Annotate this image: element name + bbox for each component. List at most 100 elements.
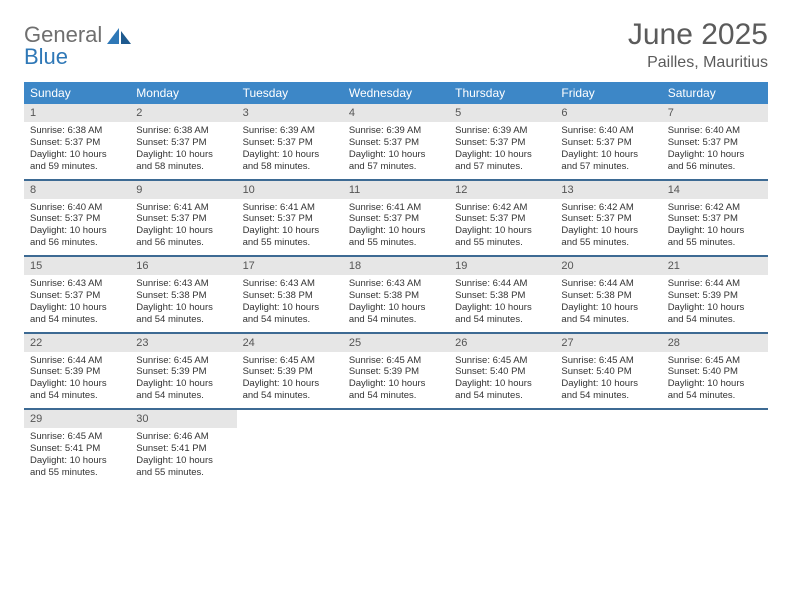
week-row: 29Sunrise: 6:45 AMSunset: 5:41 PMDayligh… bbox=[24, 409, 768, 485]
logo-sail-icon bbox=[105, 26, 133, 55]
day-d1: Daylight: 10 hours bbox=[668, 149, 762, 161]
day-cell: 16Sunrise: 6:43 AMSunset: 5:38 PMDayligh… bbox=[130, 256, 236, 333]
day-ss: Sunset: 5:37 PM bbox=[349, 213, 443, 225]
day-sr: Sunrise: 6:44 AM bbox=[30, 355, 124, 367]
day-sr: Sunrise: 6:40 AM bbox=[668, 125, 762, 137]
day-cell: 23Sunrise: 6:45 AMSunset: 5:39 PMDayligh… bbox=[130, 333, 236, 410]
day-sr: Sunrise: 6:38 AM bbox=[136, 125, 230, 137]
day-number: 19 bbox=[449, 257, 555, 275]
day-body: Sunrise: 6:44 AMSunset: 5:39 PMDaylight:… bbox=[662, 275, 768, 332]
day-body: Sunrise: 6:44 AMSunset: 5:39 PMDaylight:… bbox=[24, 352, 130, 409]
day-sr: Sunrise: 6:40 AM bbox=[561, 125, 655, 137]
day-d2: and 54 minutes. bbox=[668, 390, 762, 402]
day-number: 3 bbox=[237, 104, 343, 122]
day-d1: Daylight: 10 hours bbox=[30, 302, 124, 314]
dow-wednesday: Wednesday bbox=[343, 82, 449, 104]
day-cell: 13Sunrise: 6:42 AMSunset: 5:37 PMDayligh… bbox=[555, 180, 661, 257]
day-sr: Sunrise: 6:41 AM bbox=[136, 202, 230, 214]
day-ss: Sunset: 5:37 PM bbox=[668, 213, 762, 225]
day-body: Sunrise: 6:43 AMSunset: 5:37 PMDaylight:… bbox=[24, 275, 130, 332]
day-body: Sunrise: 6:44 AMSunset: 5:38 PMDaylight:… bbox=[555, 275, 661, 332]
day-d1: Daylight: 10 hours bbox=[136, 302, 230, 314]
day-cell: 14Sunrise: 6:42 AMSunset: 5:37 PMDayligh… bbox=[662, 180, 768, 257]
day-d2: and 55 minutes. bbox=[30, 467, 124, 479]
day-ss: Sunset: 5:37 PM bbox=[136, 137, 230, 149]
day-ss: Sunset: 5:40 PM bbox=[561, 366, 655, 378]
day-d1: Daylight: 10 hours bbox=[561, 149, 655, 161]
day-ss: Sunset: 5:38 PM bbox=[136, 290, 230, 302]
day-d2: and 57 minutes. bbox=[561, 161, 655, 173]
dow-friday: Friday bbox=[555, 82, 661, 104]
day-number: 7 bbox=[662, 104, 768, 122]
day-d1: Daylight: 10 hours bbox=[136, 378, 230, 390]
day-d1: Daylight: 10 hours bbox=[30, 149, 124, 161]
day-sr: Sunrise: 6:40 AM bbox=[30, 202, 124, 214]
day-cell: 19Sunrise: 6:44 AMSunset: 5:38 PMDayligh… bbox=[449, 256, 555, 333]
day-cell: 21Sunrise: 6:44 AMSunset: 5:39 PMDayligh… bbox=[662, 256, 768, 333]
week-row: 15Sunrise: 6:43 AMSunset: 5:37 PMDayligh… bbox=[24, 256, 768, 333]
day-ss: Sunset: 5:37 PM bbox=[349, 137, 443, 149]
day-body: Sunrise: 6:45 AMSunset: 5:39 PMDaylight:… bbox=[237, 352, 343, 409]
day-sr: Sunrise: 6:42 AM bbox=[561, 202, 655, 214]
day-d2: and 58 minutes. bbox=[136, 161, 230, 173]
day-ss: Sunset: 5:37 PM bbox=[243, 137, 337, 149]
day-sr: Sunrise: 6:44 AM bbox=[561, 278, 655, 290]
day-number: 23 bbox=[130, 334, 236, 352]
day-cell: 25Sunrise: 6:45 AMSunset: 5:39 PMDayligh… bbox=[343, 333, 449, 410]
day-d2: and 59 minutes. bbox=[30, 161, 124, 173]
day-d1: Daylight: 10 hours bbox=[243, 378, 337, 390]
day-body: Sunrise: 6:38 AMSunset: 5:37 PMDaylight:… bbox=[130, 122, 236, 179]
day-d1: Daylight: 10 hours bbox=[561, 225, 655, 237]
day-number: 25 bbox=[343, 334, 449, 352]
day-d2: and 55 minutes. bbox=[349, 237, 443, 249]
day-d1: Daylight: 10 hours bbox=[455, 378, 549, 390]
day-d2: and 55 minutes. bbox=[243, 237, 337, 249]
day-d2: and 54 minutes. bbox=[30, 314, 124, 326]
day-number: 28 bbox=[662, 334, 768, 352]
day-ss: Sunset: 5:39 PM bbox=[136, 366, 230, 378]
day-number: 29 bbox=[24, 410, 130, 428]
day-d2: and 54 minutes. bbox=[243, 390, 337, 402]
day-ss: Sunset: 5:37 PM bbox=[30, 290, 124, 302]
day-number: 18 bbox=[343, 257, 449, 275]
day-d1: Daylight: 10 hours bbox=[30, 378, 124, 390]
day-cell: 12Sunrise: 6:42 AMSunset: 5:37 PMDayligh… bbox=[449, 180, 555, 257]
day-cell bbox=[237, 409, 343, 485]
day-d2: and 55 minutes. bbox=[561, 237, 655, 249]
day-d1: Daylight: 10 hours bbox=[561, 378, 655, 390]
day-sr: Sunrise: 6:46 AM bbox=[136, 431, 230, 443]
day-sr: Sunrise: 6:44 AM bbox=[455, 278, 549, 290]
day-cell: 30Sunrise: 6:46 AMSunset: 5:41 PMDayligh… bbox=[130, 409, 236, 485]
day-body: Sunrise: 6:40 AMSunset: 5:37 PMDaylight:… bbox=[555, 122, 661, 179]
day-sr: Sunrise: 6:45 AM bbox=[561, 355, 655, 367]
day-number: 13 bbox=[555, 181, 661, 199]
day-body: Sunrise: 6:42 AMSunset: 5:37 PMDaylight:… bbox=[662, 199, 768, 256]
day-d2: and 54 minutes. bbox=[455, 390, 549, 402]
day-d1: Daylight: 10 hours bbox=[349, 302, 443, 314]
day-ss: Sunset: 5:41 PM bbox=[136, 443, 230, 455]
day-sr: Sunrise: 6:39 AM bbox=[243, 125, 337, 137]
day-ss: Sunset: 5:37 PM bbox=[455, 137, 549, 149]
day-body: Sunrise: 6:40 AMSunset: 5:37 PMDaylight:… bbox=[24, 199, 130, 256]
day-number: 9 bbox=[130, 181, 236, 199]
day-cell: 17Sunrise: 6:43 AMSunset: 5:38 PMDayligh… bbox=[237, 256, 343, 333]
day-number: 24 bbox=[237, 334, 343, 352]
day-cell: 27Sunrise: 6:45 AMSunset: 5:40 PMDayligh… bbox=[555, 333, 661, 410]
day-cell: 6Sunrise: 6:40 AMSunset: 5:37 PMDaylight… bbox=[555, 104, 661, 180]
day-sr: Sunrise: 6:43 AM bbox=[349, 278, 443, 290]
day-ss: Sunset: 5:37 PM bbox=[136, 213, 230, 225]
day-d2: and 54 minutes. bbox=[455, 314, 549, 326]
day-d2: and 56 minutes. bbox=[668, 161, 762, 173]
day-cell bbox=[555, 409, 661, 485]
day-number: 4 bbox=[343, 104, 449, 122]
day-cell: 29Sunrise: 6:45 AMSunset: 5:41 PMDayligh… bbox=[24, 409, 130, 485]
day-body: Sunrise: 6:41 AMSunset: 5:37 PMDaylight:… bbox=[343, 199, 449, 256]
day-cell bbox=[343, 409, 449, 485]
day-sr: Sunrise: 6:45 AM bbox=[455, 355, 549, 367]
day-sr: Sunrise: 6:43 AM bbox=[243, 278, 337, 290]
day-body: Sunrise: 6:41 AMSunset: 5:37 PMDaylight:… bbox=[130, 199, 236, 256]
day-body: Sunrise: 6:43 AMSunset: 5:38 PMDaylight:… bbox=[343, 275, 449, 332]
day-sr: Sunrise: 6:42 AM bbox=[455, 202, 549, 214]
day-cell: 20Sunrise: 6:44 AMSunset: 5:38 PMDayligh… bbox=[555, 256, 661, 333]
day-d1: Daylight: 10 hours bbox=[668, 225, 762, 237]
